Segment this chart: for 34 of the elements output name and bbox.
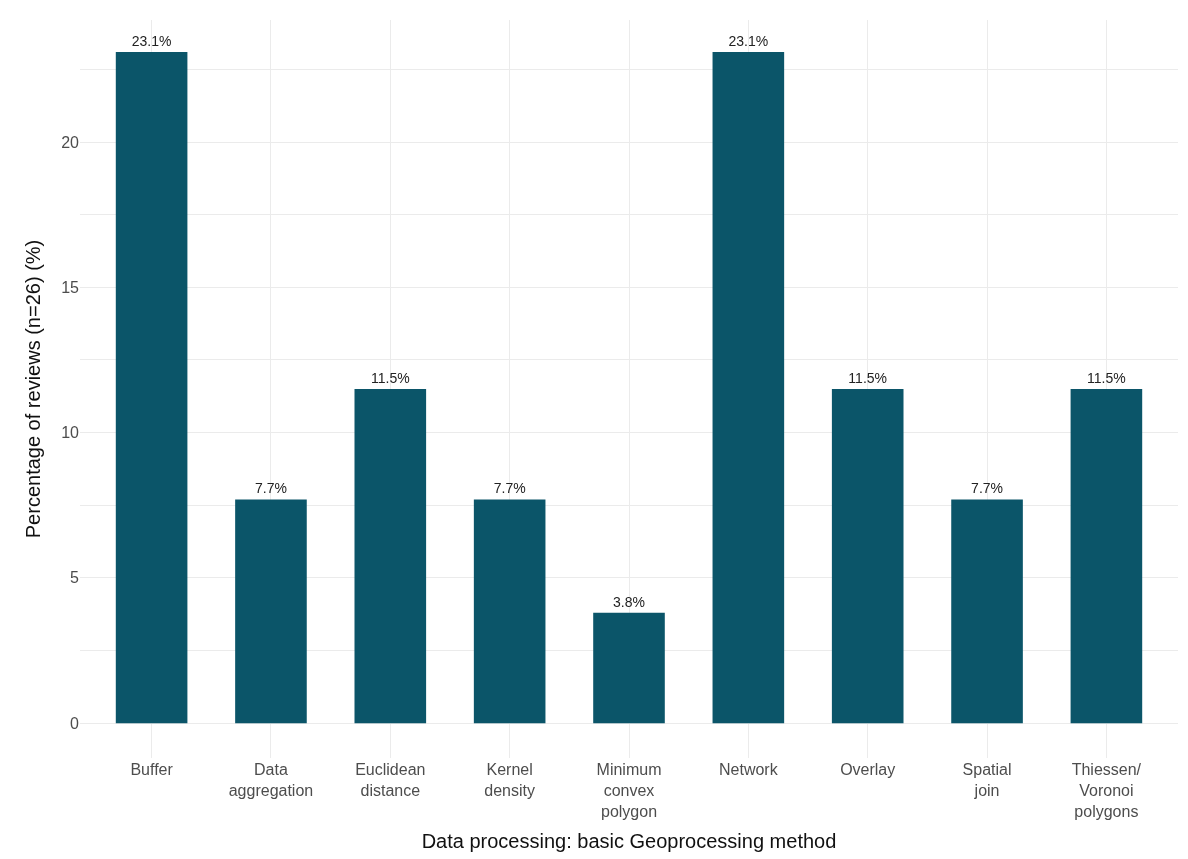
data-label: 11.5% <box>848 370 888 386</box>
data-label: 23.1% <box>728 32 769 49</box>
bar <box>115 51 188 724</box>
data-label: 7.7% <box>493 480 526 497</box>
y-tick-label: 0 <box>70 714 80 732</box>
x-tick-label: Spatial join <box>962 761 1012 799</box>
data-label: 11.5% <box>1087 370 1126 386</box>
bar <box>951 499 1023 724</box>
bar <box>712 51 785 724</box>
x-tick-label: Euclidean distance <box>355 761 426 799</box>
bar <box>831 389 904 724</box>
x-tick-label: Overlay <box>840 761 896 778</box>
bar <box>1070 389 1143 724</box>
data-label: 23.1% <box>131 32 172 49</box>
data-label: 7.7% <box>971 480 1004 497</box>
bar <box>354 389 427 724</box>
bar <box>593 612 665 724</box>
x-tick-label: Thiessen/ Voronoi polygons <box>1071 761 1142 820</box>
x-tick-label: Minimum convex polygon <box>596 761 662 820</box>
x-tick-label: Kernel density <box>484 761 535 799</box>
x-tick-label: Network <box>719 761 779 778</box>
data-label: 7.7% <box>254 480 287 497</box>
y-tick-label: 20 <box>61 133 80 151</box>
data-label: 11.5% <box>370 370 410 386</box>
x-tick-label: Buffer <box>130 761 174 778</box>
x-tick-label: Data aggregation <box>228 761 314 799</box>
bar <box>473 499 546 724</box>
data-label: 3.8% <box>613 593 645 610</box>
y-tick-label: 10 <box>61 424 80 442</box>
y-tick-label: 15 <box>61 278 80 296</box>
y-axis-title: Percentage of reviews (n=26) (%) <box>21 239 44 539</box>
y-tick-label: 5 <box>70 569 80 587</box>
x-axis-title: Data processing: basic Geoprocessing method <box>421 830 837 853</box>
bar <box>235 499 307 724</box>
